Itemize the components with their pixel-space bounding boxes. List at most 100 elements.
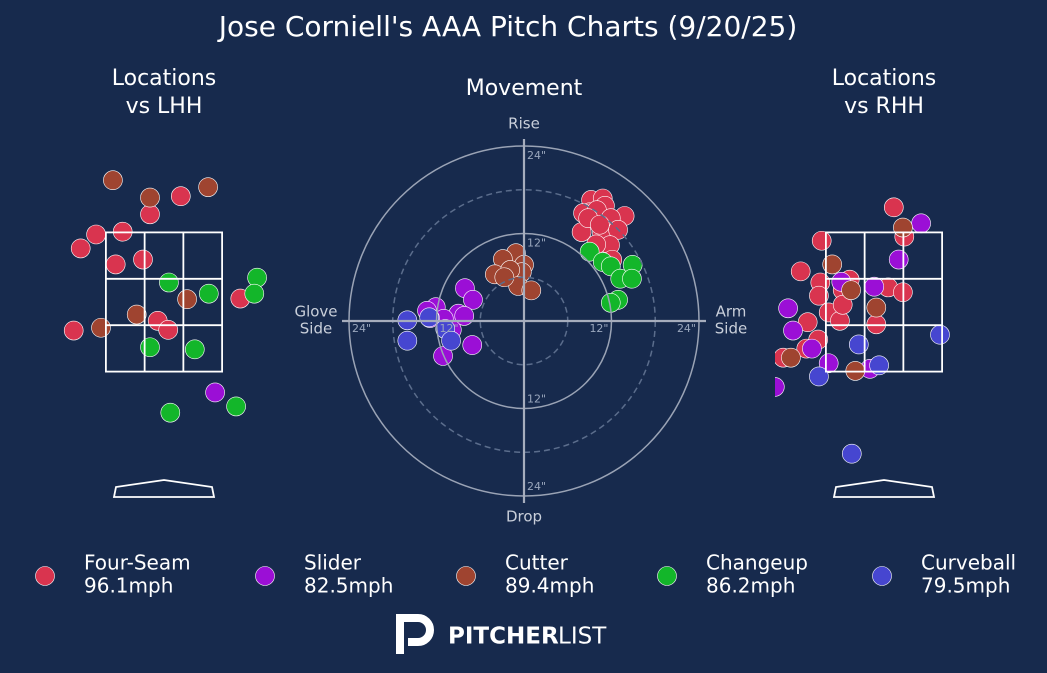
point [797, 312, 818, 332]
point [140, 187, 160, 208]
point [441, 330, 461, 351]
point [185, 339, 205, 360]
point [462, 335, 483, 355]
brand-light: LIST [558, 624, 607, 650]
point [809, 285, 829, 306]
point [811, 230, 832, 251]
axis-label: Side [715, 320, 747, 338]
point [133, 249, 153, 270]
point [818, 353, 839, 374]
point [521, 280, 542, 301]
axis-label: Rise [508, 115, 540, 133]
legend-marker [255, 566, 275, 586]
ring-label: 12" [527, 393, 546, 406]
point [105, 254, 126, 275]
point [244, 283, 265, 304]
point [140, 204, 160, 225]
panel-title: Movement [466, 76, 583, 101]
panel-title: Locations [832, 66, 937, 91]
ring-label: 24" [527, 149, 546, 162]
point [864, 276, 885, 297]
point [226, 396, 246, 417]
point [140, 337, 160, 358]
panel-title: vs LHH [126, 94, 203, 119]
strike-zone [825, 231, 944, 373]
point [126, 304, 147, 325]
point [397, 330, 418, 351]
point [198, 177, 218, 197]
ring-label: 12" [440, 322, 459, 335]
point [158, 320, 178, 340]
legend-marker [657, 566, 677, 586]
point [177, 289, 197, 310]
point [579, 241, 600, 262]
ring-label: 12" [527, 237, 546, 250]
point [494, 267, 515, 288]
axis-label: Arm [716, 303, 747, 321]
point [809, 366, 829, 387]
legend-marker [872, 566, 892, 586]
legend-label: Curveball [921, 551, 1016, 575]
point [930, 324, 950, 345]
point [778, 298, 798, 319]
point [590, 214, 610, 235]
ring-label: 24" [677, 322, 696, 335]
axis-label: Side [300, 320, 332, 338]
axis-label: Glove [294, 303, 337, 321]
chart-title: Jose Corniell's AAA Pitch Charts (9/20/2… [217, 10, 798, 43]
panel-title: Locations [112, 66, 217, 91]
point [911, 213, 931, 234]
point [171, 186, 191, 207]
point [832, 294, 853, 315]
legend-marker [35, 566, 55, 586]
point [790, 261, 811, 282]
ring-label: 12" [589, 322, 608, 335]
point [822, 254, 843, 275]
point [91, 317, 111, 338]
point [86, 224, 106, 245]
plot [397, 188, 643, 366]
point [775, 377, 785, 397]
point [841, 443, 862, 464]
point [103, 170, 123, 190]
panel-title: vs RHH [844, 94, 924, 119]
logo-icon [396, 614, 434, 654]
legend-label: Cutter [505, 551, 569, 575]
point [199, 283, 219, 304]
point [781, 347, 801, 368]
legend-label: Slider [304, 551, 362, 575]
point [841, 280, 861, 300]
point [883, 197, 904, 218]
legend-speed: 79.5mph [921, 574, 1010, 598]
point [622, 268, 642, 289]
legend-speed: 96.1mph [84, 574, 173, 598]
legend-label: Changeup [706, 551, 808, 575]
point [160, 402, 181, 423]
strike-zone [105, 231, 223, 373]
legend-speed: 89.4mph [505, 574, 594, 598]
legend-speed: 82.5mph [304, 574, 393, 598]
point [783, 320, 803, 341]
point [463, 290, 483, 310]
home-plate [112, 479, 216, 498]
ring-label: 24" [352, 322, 371, 335]
legend-marker [456, 566, 476, 586]
point [866, 297, 887, 318]
point [159, 272, 179, 293]
point [802, 338, 822, 359]
point [848, 334, 869, 355]
point [63, 320, 84, 341]
point [70, 238, 91, 259]
point [888, 249, 909, 270]
legend-speed: 86.2mph [706, 574, 795, 598]
point [869, 355, 889, 376]
axis-label: Drop [506, 508, 542, 526]
home-plate [832, 479, 936, 498]
point [866, 314, 887, 335]
logo [396, 614, 434, 654]
brand-bold: PITCHER [448, 624, 559, 650]
ring-label: 24" [527, 480, 546, 493]
point [205, 382, 225, 403]
